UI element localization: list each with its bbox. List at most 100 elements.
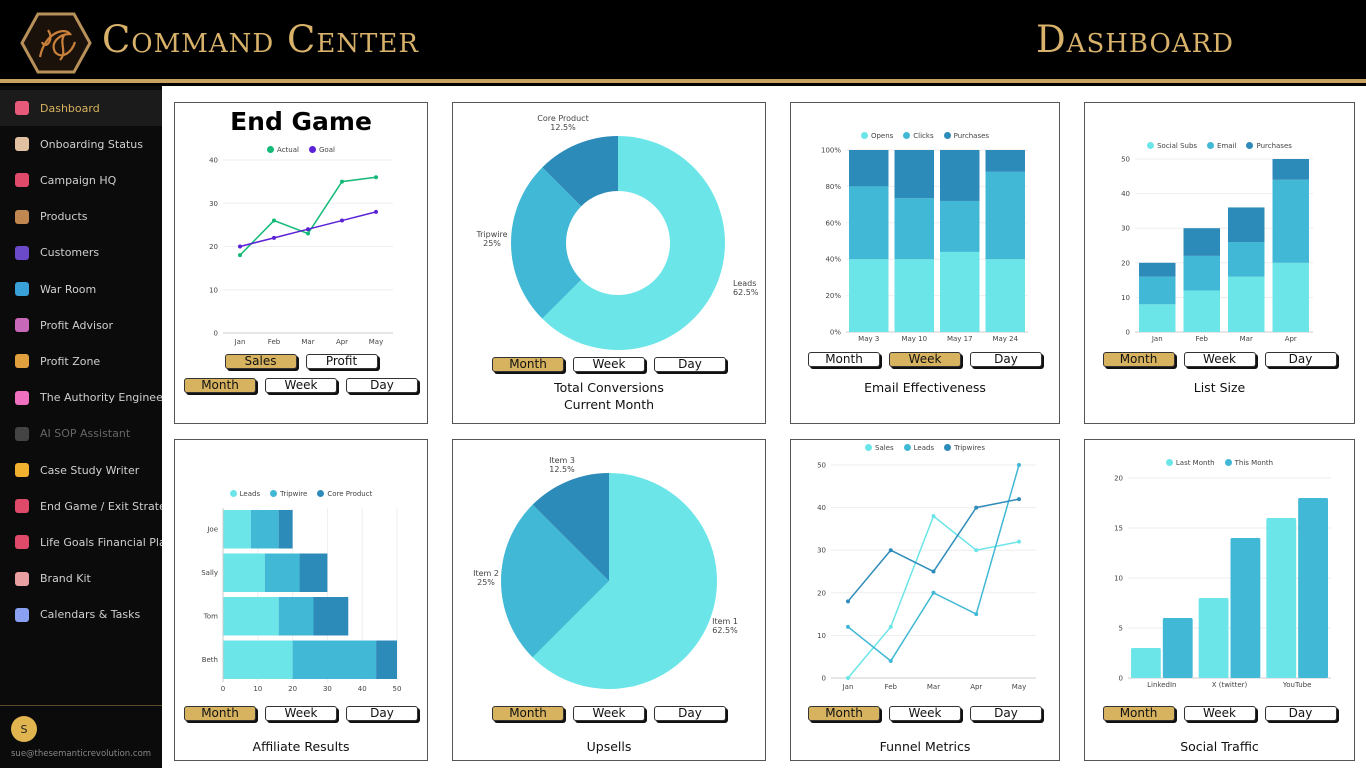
sidebar-item-profit-zone[interactable]: Profit Zone bbox=[0, 343, 162, 379]
week-button[interactable]: Week bbox=[1183, 352, 1256, 367]
data-point[interactable] bbox=[1017, 463, 1021, 467]
data-point[interactable] bbox=[238, 253, 242, 258]
bar-segment[interactable] bbox=[1228, 207, 1265, 243]
sidebar-item-war-room[interactable]: War Room bbox=[0, 271, 162, 307]
week-button[interactable]: Week bbox=[573, 357, 645, 372]
bar-segment[interactable] bbox=[1272, 159, 1310, 180]
data-point[interactable] bbox=[1017, 539, 1021, 544]
sidebar-item-products[interactable]: Products bbox=[0, 199, 162, 235]
data-point[interactable] bbox=[238, 244, 242, 249]
sidebar-item-ai-sop-assistant[interactable]: AI SOP Assistant bbox=[0, 416, 162, 452]
avatar[interactable]: S bbox=[11, 716, 37, 742]
pie-slice[interactable] bbox=[511, 167, 582, 319]
sales-button[interactable]: Sales bbox=[224, 354, 297, 369]
bar-segment[interactable] bbox=[940, 251, 980, 332]
sidebar-item-customers[interactable]: Customers bbox=[0, 235, 162, 271]
bar-segment[interactable] bbox=[849, 259, 889, 332]
bar-segment[interactable] bbox=[1228, 242, 1265, 277]
bar-segment[interactable] bbox=[292, 640, 377, 680]
bar-segment[interactable] bbox=[278, 510, 293, 549]
data-point[interactable] bbox=[374, 175, 378, 180]
data-point[interactable] bbox=[931, 590, 936, 595]
data-point[interactable] bbox=[888, 658, 893, 663]
data-point[interactable] bbox=[974, 505, 979, 510]
sidebar-item-calendars-tasks[interactable]: Calendars & Tasks bbox=[0, 597, 162, 633]
month-button[interactable]: Month bbox=[808, 352, 880, 367]
data-point[interactable] bbox=[846, 676, 850, 680]
bar[interactable] bbox=[1198, 598, 1229, 678]
day-button[interactable]: Day bbox=[654, 706, 726, 721]
bar-segment[interactable] bbox=[1139, 276, 1176, 305]
bar-segment[interactable] bbox=[940, 150, 980, 201]
bar[interactable] bbox=[1230, 538, 1261, 678]
bar-segment[interactable] bbox=[313, 597, 349, 636]
data-point[interactable] bbox=[888, 624, 893, 629]
data-point[interactable] bbox=[1017, 497, 1021, 502]
sidebar-item-life-goals-financial-plann[interactable]: Life Goals Financial Plann bbox=[0, 524, 162, 560]
week-button[interactable]: Week bbox=[1183, 706, 1256, 721]
sidebar-item-brand-kit[interactable]: Brand Kit bbox=[0, 561, 162, 597]
sidebar-item-profit-advisor[interactable]: Profit Advisor bbox=[0, 307, 162, 343]
bar-segment[interactable] bbox=[223, 640, 293, 680]
bar[interactable] bbox=[1162, 618, 1193, 678]
bar-segment[interactable] bbox=[849, 150, 889, 187]
month-button[interactable]: Month bbox=[492, 357, 564, 372]
bar-segment[interactable] bbox=[223, 553, 265, 593]
bar-segment[interactable] bbox=[940, 200, 980, 252]
data-point[interactable] bbox=[306, 227, 310, 232]
bar-segment[interactable] bbox=[1183, 290, 1221, 332]
bar-segment[interactable] bbox=[376, 640, 397, 680]
bar-segment[interactable] bbox=[299, 553, 328, 593]
data-point[interactable] bbox=[340, 179, 344, 184]
sidebar-item-onboarding-status[interactable]: Onboarding Status bbox=[0, 126, 162, 162]
month-button[interactable]: Month bbox=[184, 706, 256, 721]
day-button[interactable]: Day bbox=[654, 357, 726, 372]
pie-slice[interactable] bbox=[532, 473, 717, 689]
month-button[interactable]: Month bbox=[184, 378, 256, 393]
bar-segment[interactable] bbox=[264, 553, 300, 593]
data-point[interactable] bbox=[846, 599, 850, 604]
data-point[interactable] bbox=[340, 218, 344, 223]
data-point[interactable] bbox=[272, 235, 276, 240]
bar[interactable] bbox=[1266, 518, 1297, 678]
week-button[interactable]: Week bbox=[573, 706, 645, 721]
sidebar-item-end-game-exit-strategy[interactable]: End Game / Exit Strategy bbox=[0, 488, 162, 524]
pie-slice[interactable] bbox=[542, 136, 618, 207]
bar-segment[interactable] bbox=[1272, 179, 1310, 263]
week-button[interactable]: Week bbox=[889, 706, 961, 721]
data-point[interactable] bbox=[931, 569, 936, 574]
bar-segment[interactable] bbox=[1139, 262, 1176, 277]
bar-segment[interactable] bbox=[985, 171, 1026, 260]
day-button[interactable]: Day bbox=[346, 378, 418, 393]
bar-segment[interactable] bbox=[223, 510, 251, 549]
pie-slice[interactable] bbox=[542, 136, 725, 350]
day-button[interactable]: Day bbox=[970, 352, 1042, 367]
day-button[interactable]: Day bbox=[346, 706, 418, 721]
data-point[interactable] bbox=[306, 231, 310, 236]
bar-segment[interactable] bbox=[1272, 262, 1310, 332]
data-point[interactable] bbox=[272, 218, 276, 223]
bar-segment[interactable] bbox=[1139, 304, 1176, 332]
data-point[interactable] bbox=[888, 548, 893, 553]
bar-segment[interactable] bbox=[985, 150, 1026, 172]
bar-segment[interactable] bbox=[1183, 255, 1221, 291]
sidebar-item-the-authority-engineer[interactable]: The Authority Engineer bbox=[0, 380, 162, 416]
pie-slice[interactable] bbox=[501, 504, 609, 658]
month-button[interactable]: Month bbox=[808, 706, 880, 721]
bar-segment[interactable] bbox=[223, 597, 279, 636]
sidebar-item-dashboard[interactable]: Dashboard bbox=[0, 90, 162, 126]
data-point[interactable] bbox=[974, 612, 979, 617]
day-button[interactable]: Day bbox=[1264, 352, 1337, 367]
data-point[interactable] bbox=[846, 624, 850, 629]
bar[interactable] bbox=[1131, 648, 1161, 678]
data-point[interactable] bbox=[374, 209, 378, 214]
bar-segment[interactable] bbox=[894, 150, 935, 199]
bar[interactable] bbox=[1298, 498, 1328, 678]
week-button[interactable]: Week bbox=[265, 378, 337, 393]
bar-segment[interactable] bbox=[894, 259, 935, 332]
week-button[interactable]: Week bbox=[265, 706, 337, 721]
bar-segment[interactable] bbox=[849, 186, 889, 260]
bar-segment[interactable] bbox=[250, 510, 279, 549]
bar-segment[interactable] bbox=[894, 198, 935, 260]
month-button[interactable]: Month bbox=[1102, 706, 1175, 721]
